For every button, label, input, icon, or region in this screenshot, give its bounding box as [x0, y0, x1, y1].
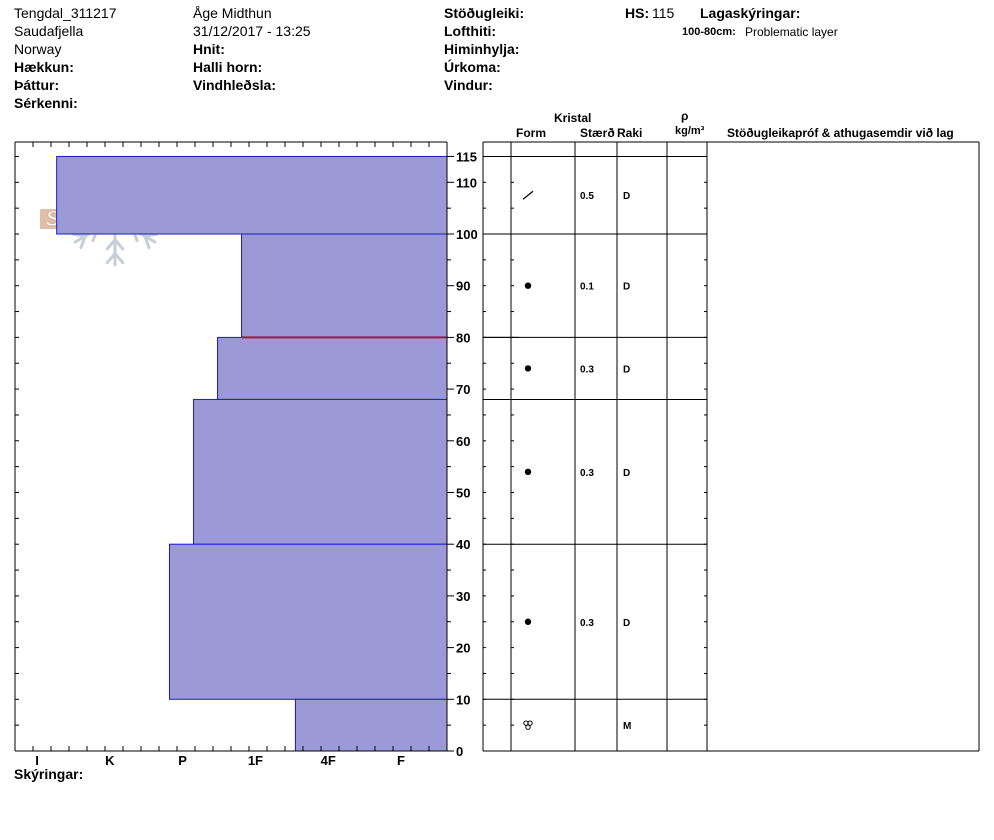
depth-label: 20	[456, 641, 470, 656]
hardness-label: I	[35, 753, 39, 768]
hardness-layer	[193, 398, 448, 545]
moisture-value: D	[623, 191, 630, 202]
size-value: 0.3	[580, 618, 594, 629]
slope-label: Halli horn:	[193, 59, 263, 75]
footer-legend: Skýringar:	[14, 766, 84, 782]
melt-form-icon	[523, 720, 533, 730]
location: Saudafjella	[14, 23, 84, 39]
features-label: Sérkenni:	[14, 95, 78, 111]
size-value: 0.3	[580, 468, 594, 479]
wind-loading-label: Vindhleðsla:	[193, 77, 276, 93]
moisture-value: D	[623, 282, 630, 293]
hardness-layer	[56, 155, 448, 235]
legend-range: 100-80cm:	[682, 26, 736, 38]
hardness-layer	[241, 233, 448, 338]
legend-text: Problematic layer	[745, 25, 838, 39]
air-temp-label: Lofthiti:	[444, 23, 497, 39]
size-header: Stærð	[580, 126, 615, 140]
moisture-value: D	[623, 468, 630, 479]
depth-label: 50	[456, 486, 470, 501]
depth-label: 60	[456, 434, 470, 449]
hardness-label: F	[397, 753, 405, 768]
moisture-value: D	[623, 618, 630, 629]
moisture-header: Raki	[617, 126, 643, 140]
precip-label: Úrkoma:	[444, 59, 501, 75]
elevation-label: Hækkun:	[14, 59, 74, 75]
size-value: 0.1	[580, 282, 594, 293]
crystal-header: Kristal	[554, 111, 592, 125]
depth-label: 70	[456, 382, 470, 397]
observer: Åge Midthun	[193, 5, 272, 21]
depth-label: 115	[456, 149, 477, 164]
aspect-label: Þáttur:	[14, 77, 60, 93]
hardness-label: 4F	[321, 753, 336, 768]
moisture-value: M	[623, 721, 631, 732]
rounded-grain-icon	[524, 468, 532, 476]
hardness-label: K	[105, 753, 115, 768]
form-header: Form	[516, 126, 546, 140]
stability-label: Stöðugleiki:	[444, 5, 525, 21]
hardness-label: P	[178, 753, 187, 768]
depth-label: 0	[456, 744, 463, 759]
density-symbol: ρ	[681, 109, 689, 123]
coords-label: Hnit:	[193, 41, 225, 57]
legend-title: Lagaskýringar:	[700, 5, 801, 21]
hardness-layer	[168, 543, 448, 700]
depth-label: 10	[456, 692, 470, 707]
site-id: Tengdal_311217	[14, 5, 117, 21]
country: Norway	[14, 41, 62, 57]
size-value: 0.3	[580, 364, 594, 375]
size-value: 0.5	[580, 191, 594, 202]
hs-value: 115	[652, 5, 675, 21]
hs-label: HS:	[625, 5, 650, 21]
sky-label: Himinhylja:	[444, 41, 520, 57]
moisture-value: D	[623, 364, 630, 375]
depth-label: 90	[456, 279, 470, 294]
depth-label: 30	[456, 589, 470, 604]
rounded-grain-icon	[524, 365, 532, 372]
depth-label: 80	[456, 330, 470, 345]
rounded-grain-icon	[524, 618, 532, 625]
comments-header: Stöðugleikapróf & athugasemdir við lag	[727, 126, 954, 140]
hardness-layer	[294, 698, 448, 752]
hardness-layer	[217, 336, 448, 400]
hardness-label: 1F	[248, 753, 263, 768]
depth-label: 40	[456, 537, 470, 552]
datetime: 31/12/2017 - 13:25	[193, 23, 311, 39]
density-unit: kg/m³	[675, 125, 705, 137]
depth-label: 100	[456, 227, 478, 242]
rounded-grain-icon	[524, 282, 532, 289]
precipitation-particle-icon	[522, 190, 534, 200]
depth-label: 110	[456, 175, 477, 190]
wind-label: Vindur:	[444, 77, 493, 93]
